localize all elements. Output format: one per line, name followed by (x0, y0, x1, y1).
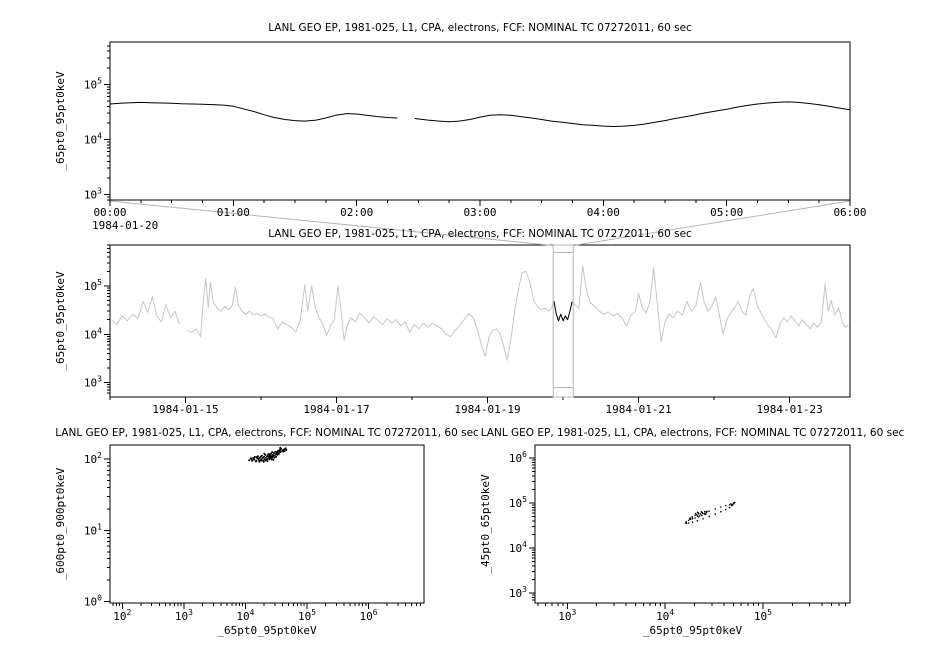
x-axis-tick-label: 103 (558, 608, 576, 623)
x-axis-label: _65pt0_95pt0keV (217, 624, 317, 637)
y-axis-label: _65pt0_95pt0keV (54, 71, 67, 171)
tick-marks (104, 45, 851, 206)
plot-frame (109, 41, 851, 201)
chart-scatter-600-900-vs-65-95: 100 101 102 102 103 104 105 106 LANL GEO EP, 198… (54, 427, 479, 637)
tick-marks (529, 457, 847, 609)
x-axis-label: _65pt0_95pt0keV (643, 624, 743, 637)
axes-and-ticks (529, 444, 851, 609)
x-axis-tick-label: 104 (236, 608, 254, 623)
plot-title: LANL GEO EP, 1981-025, L1, CPA, electron… (481, 427, 905, 439)
tick-marks (104, 244, 791, 403)
x-axis-tick-label: 1984-01-15 (152, 403, 218, 416)
y-axis-tick-label: 105 (84, 278, 102, 293)
x-axis-tick-label: 03:00 (463, 206, 496, 219)
x-axis-tick-label: 00:00 (93, 206, 126, 219)
x-axis-tick-label: 102 (113, 608, 131, 623)
axes-and-ticks (104, 244, 851, 403)
x-axis-tick-label: 06:00 (833, 206, 866, 219)
chart-scatter-45-65-vs-65-95: 103 104 105 106 103 104 105 LANL GEO EP, 1981-0… (479, 427, 905, 637)
y-axis-label: _65pt0_95pt0keV (54, 271, 67, 371)
y-axis-label: _45pt0_65pt0keV (479, 474, 492, 574)
y-axis-tick-label: 105 (84, 76, 102, 91)
y-axis-label: _600pt0_900pt0keV (54, 467, 67, 580)
y-axis-tick-label: 101 (84, 522, 102, 537)
y-axis-tick-label: 102 (84, 451, 102, 466)
x-axis-tick-label: 105 (298, 608, 316, 623)
chart-zoomed-timeseries: 103 104 105 00:00 01:00 02:00 03:00 04:00 05:00 0… (54, 22, 867, 232)
chart-overview-timeseries: 103 104 105 1984-01-15 1984-01-17 1984-01-19 1… (54, 200, 851, 416)
x-axis-tick-label: 103 (175, 608, 193, 623)
y-axis-tick-label: 103 (509, 585, 527, 600)
y-axis-tick-label: 106 (509, 450, 527, 465)
x-axis-tick-label: 02:00 (340, 206, 373, 219)
plot-frame (109, 444, 425, 604)
x-axis-tick-label: 1984-01-23 (756, 403, 822, 416)
plot-title: LANL GEO EP, 1981-025, L1, CPA, electron… (55, 427, 479, 439)
axes-and-ticks (104, 444, 425, 609)
x-axis-tick-label: 1984-01-21 (605, 403, 671, 416)
axes-and-ticks (104, 41, 851, 206)
x-axis-tick-label: 1984-01-17 (303, 403, 369, 416)
plot-frame (109, 244, 851, 398)
plot-title: LANL GEO EP, 1981-025, L1, CPA, electron… (268, 228, 692, 240)
connector-line-left (109, 200, 554, 246)
highlight-segment (553, 301, 573, 322)
y-axis-tick-label: 104 (84, 131, 102, 146)
y-axis-tick-label: 103 (84, 375, 102, 390)
scatter-points (248, 446, 288, 463)
plot-frame (534, 444, 851, 604)
x-axis-tick-label: 104 (656, 608, 674, 623)
y-axis-tick-label: 103 (84, 186, 102, 201)
x-axis-tick-label: 106 (360, 608, 378, 623)
y-axis-tick-label: 104 (509, 540, 527, 555)
time-series-line (109, 101, 851, 127)
x-axis-tick-label: 1984-01-19 (454, 403, 520, 416)
x-axis-tick-label: 01:00 (217, 206, 250, 219)
zoom-selection-box[interactable] (552, 244, 574, 398)
y-axis-tick-label: 105 (509, 495, 527, 510)
x-axis-tick-label: 105 (754, 608, 772, 623)
plot-title: LANL GEO EP, 1981-025, L1, CPA, electron… (268, 22, 692, 34)
tick-marks (104, 458, 422, 609)
x-axis-tick-label: 05:00 (710, 206, 743, 219)
y-axis-tick-label: 104 (84, 326, 102, 341)
scatter-points (684, 501, 736, 525)
connector-line-right (573, 200, 851, 246)
date-label: 1984-01-20 (92, 219, 158, 232)
time-series-line (111, 265, 849, 361)
y-axis-tick-label: 100 (84, 594, 102, 609)
x-axis-tick-label: 04:00 (587, 206, 620, 219)
